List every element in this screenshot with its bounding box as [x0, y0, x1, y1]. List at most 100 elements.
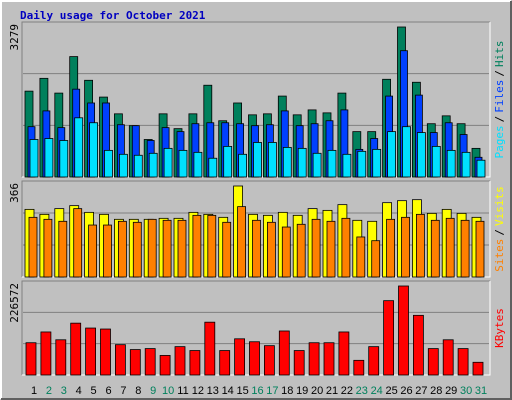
- bar: [85, 327, 96, 376]
- bar: [204, 321, 216, 376]
- bar: [312, 152, 322, 178]
- bar: [430, 219, 440, 278]
- x-tick-label: 1: [31, 385, 37, 397]
- bar: [193, 151, 203, 178]
- bar: [118, 220, 127, 278]
- bar: [263, 345, 275, 376]
- bar: [43, 218, 53, 278]
- bar: [476, 159, 486, 178]
- bar: [100, 328, 111, 376]
- x-tick-label: 16: [251, 385, 263, 397]
- x-tick-label: 31: [475, 385, 487, 397]
- bar: [25, 342, 37, 376]
- bar: [238, 153, 248, 178]
- legend-separator: /: [493, 70, 506, 77]
- bar: [159, 355, 171, 376]
- bar: [282, 147, 292, 178]
- x-tick-label: 28: [430, 385, 442, 397]
- bar: [472, 361, 484, 376]
- bar: [55, 339, 67, 376]
- bar: [311, 218, 321, 278]
- bar: [402, 126, 411, 178]
- bar: [372, 148, 382, 178]
- chart-title: Daily usage for October 2021: [20, 9, 206, 22]
- bar: [144, 348, 156, 376]
- x-tick-label: 15: [236, 385, 248, 397]
- x-tick-label: 18: [281, 385, 293, 397]
- bar: [398, 285, 409, 376]
- legend-entry: Hits: [493, 41, 506, 68]
- x-tick-label: 7: [120, 385, 126, 397]
- bar: [89, 122, 98, 178]
- bar: [445, 217, 455, 278]
- bar: [427, 348, 439, 376]
- bar: [401, 216, 410, 278]
- bar: [356, 236, 366, 278]
- bar: [178, 149, 188, 178]
- bar: [104, 149, 113, 178]
- bar: [281, 226, 291, 278]
- bar: [163, 147, 173, 178]
- bar: [73, 208, 83, 278]
- x-tick-label: 9: [150, 385, 156, 397]
- x-tick-label: 6: [105, 385, 111, 397]
- x-tick-label: 23: [356, 385, 368, 397]
- bar: [249, 341, 260, 376]
- bar: [383, 300, 395, 376]
- x-tick-label: 22: [341, 385, 353, 397]
- bar: [219, 350, 231, 376]
- bar: [192, 214, 202, 278]
- bar: [177, 219, 187, 278]
- bar: [431, 145, 441, 178]
- bar: [208, 157, 218, 178]
- bar: [371, 240, 381, 278]
- legend-entry: Visits: [493, 186, 506, 226]
- bar: [162, 219, 172, 278]
- bar: [222, 221, 232, 278]
- bar: [460, 219, 470, 278]
- bar: [58, 220, 68, 278]
- bar: [147, 218, 157, 278]
- legend-entry: KBytes: [493, 308, 506, 348]
- legend: Pages / Files / Hits: [493, 41, 506, 159]
- x-tick-label: 27: [415, 385, 427, 397]
- bar: [357, 150, 367, 178]
- bar: [386, 218, 396, 278]
- bar: [74, 117, 84, 178]
- x-tick-label: 4: [76, 385, 82, 397]
- bar: [253, 142, 262, 178]
- bar: [223, 145, 233, 178]
- y-tick-label: 3279: [8, 24, 21, 51]
- bar: [237, 206, 247, 278]
- bar: [353, 359, 365, 376]
- x-tick-label: 8: [135, 385, 141, 397]
- x-tick-label: 21: [326, 385, 338, 397]
- legend-entry: Pages: [493, 125, 506, 158]
- x-tick-label: 11: [177, 385, 188, 397]
- bar: [119, 153, 128, 178]
- bar: [148, 152, 158, 178]
- bar: [133, 154, 143, 178]
- bar: [88, 224, 97, 278]
- legend-separator: /: [493, 229, 506, 236]
- panel-frame-dark: [21, 21, 490, 177]
- bar: [70, 322, 82, 376]
- bar: [103, 224, 112, 278]
- x-tick-label: 13: [207, 385, 219, 397]
- bar: [461, 151, 471, 178]
- x-tick-label: 12: [192, 385, 204, 397]
- bar: [115, 344, 126, 376]
- x-tick-label: 25: [385, 385, 397, 397]
- x-tick-label: 20: [311, 385, 323, 397]
- bar: [293, 350, 305, 376]
- x-tick-label: 30: [460, 385, 472, 397]
- bar: [28, 216, 38, 278]
- bar: [342, 153, 352, 178]
- bar: [59, 140, 69, 178]
- x-tick-label: 29: [445, 385, 457, 397]
- x-tick-label: 3: [61, 385, 67, 397]
- x-tick-label: 19: [296, 385, 308, 397]
